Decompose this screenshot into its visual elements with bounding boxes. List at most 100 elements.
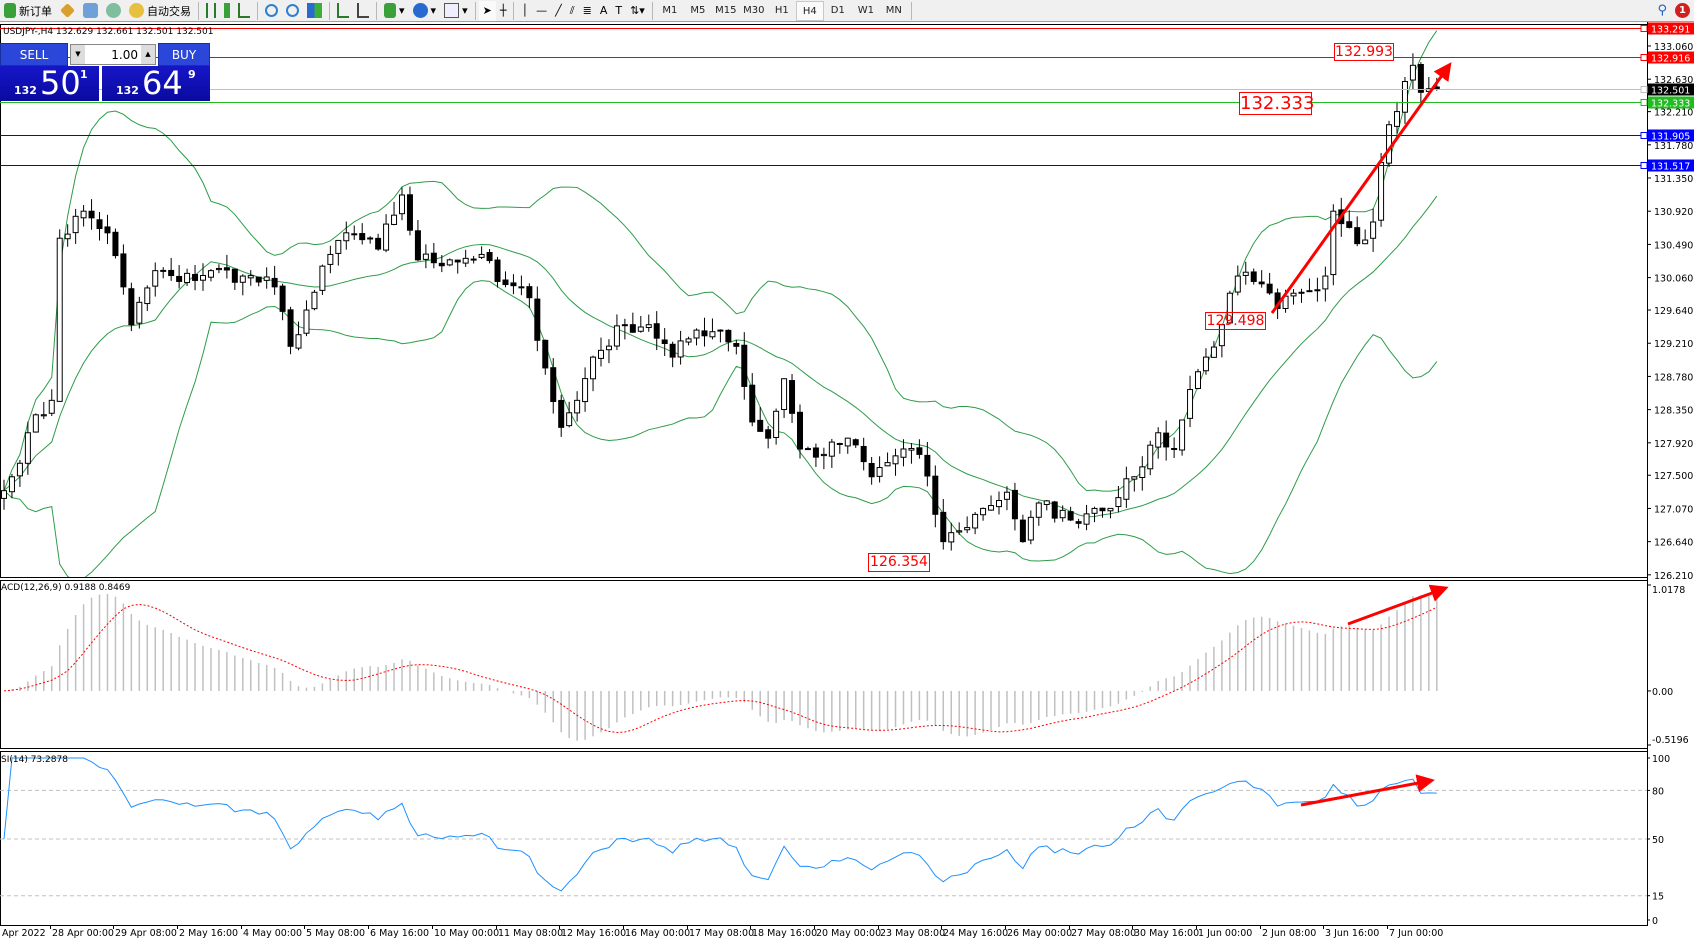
price-label-bg [1648, 96, 1694, 109]
candle-body-bear [231, 268, 238, 283]
candle [1059, 505, 1066, 522]
candle [494, 256, 501, 288]
candle [590, 355, 597, 392]
fibonacci-icon: ≣ [582, 4, 592, 17]
candle-body-bull [717, 329, 724, 332]
timeframe-h1[interactable]: H1 [774, 4, 789, 16]
volume-down-icon[interactable]: ▼ [71, 45, 85, 64]
candle [717, 329, 724, 343]
candle-body-bear [733, 343, 740, 347]
crosshair-button[interactable]: ┼ [496, 1, 511, 21]
signal-icon [106, 3, 121, 18]
channel-button[interactable]: ⫽ [566, 1, 579, 21]
time-label: 11 May 08:00 [498, 928, 564, 939]
chart-shift-button[interactable] [353, 1, 373, 21]
timeframe-m30[interactable]: M30 [743, 4, 765, 16]
time-label: 30 May 16:00 [1134, 928, 1200, 939]
candle-body-bull [1, 490, 7, 499]
tile-windows-button[interactable] [303, 1, 326, 21]
templates-button[interactable]: ▾ [440, 1, 472, 21]
line-end-marker [1640, 162, 1648, 169]
timeframe-m15[interactable]: M15 [715, 4, 737, 16]
annotation-swing-low[interactable]: 129.498 [1205, 312, 1266, 330]
chart-canvas[interactable]: 133.060 132.630 132.210 131.780 131.350 130.9… [0, 22, 1694, 939]
candle-body-bull [773, 410, 780, 438]
text-button[interactable]: A [596, 1, 612, 21]
volume-up-icon[interactable]: ▲ [141, 45, 155, 64]
vertical-line-button[interactable]: │ [517, 1, 532, 21]
candle-body-bull [1370, 221, 1377, 239]
candle-body-bull [72, 215, 79, 234]
macd-tick-label: 0.00 [1652, 687, 1673, 698]
annotation-low[interactable]: 126.354 [868, 553, 930, 572]
label-button[interactable]: T [611, 1, 626, 21]
candlestick-button[interactable] [220, 1, 234, 21]
candle [1401, 77, 1408, 124]
auto-trading-button[interactable]: 自动交易 [125, 1, 195, 21]
candle [1346, 210, 1353, 229]
clock-icon [412, 3, 428, 18]
sell-price[interactable]: 132 50 1 [0, 64, 99, 102]
separator [910, 1, 912, 20]
search-button[interactable]: ⚲ [1653, 1, 1671, 21]
time-tick [1132, 925, 1133, 929]
timeframe-mn[interactable]: MN [885, 4, 902, 16]
zoom-in-button[interactable] [261, 1, 282, 21]
timeframe-d1[interactable]: D1 [830, 4, 845, 16]
auto-scroll-button[interactable] [333, 1, 353, 21]
rsi-line [3, 757, 1437, 892]
data-window-button[interactable] [79, 1, 102, 21]
arrows-icon: ⇅▾ [630, 4, 645, 17]
candle [422, 244, 429, 269]
annotation-high[interactable]: 132.993 [1334, 43, 1394, 61]
volume-field[interactable]: ▼ 1.00 ▲ [70, 44, 156, 65]
periods-button[interactable]: ▾ [409, 1, 441, 21]
candle-body-bear [542, 339, 549, 369]
candle [1354, 216, 1361, 247]
fibonacci-button[interactable]: ≣ [579, 1, 596, 21]
signals-button[interactable] [102, 1, 125, 21]
candle-body-bear [1171, 447, 1178, 450]
price-tick-label: 130.920 [1654, 207, 1693, 218]
bar-chart-button[interactable] [202, 1, 220, 21]
candle [1362, 229, 1369, 245]
buy-price[interactable]: 132 64 9 [102, 64, 210, 102]
candle [478, 246, 485, 260]
candle-body-bull [828, 441, 835, 457]
timeframe-h4[interactable]: H4 [795, 0, 824, 21]
sell-button[interactable]: SELL [0, 43, 68, 66]
new-order-button[interactable]: 新订单 [0, 1, 56, 21]
candle-body-bear [1019, 519, 1026, 543]
indicators-button[interactable]: ▾ [380, 1, 409, 21]
candle [303, 300, 310, 337]
timeframe-w1[interactable]: W1 [857, 4, 874, 16]
buy-button[interactable]: BUY [158, 43, 210, 66]
line-end-marker [1640, 86, 1648, 93]
candle [399, 187, 405, 221]
annotation-level[interactable]: 132.333 [1239, 92, 1315, 115]
timeframe-m1[interactable]: M1 [662, 4, 678, 16]
candle [247, 270, 254, 286]
time-label: 10 May 00:00 [434, 928, 500, 939]
candle-body-bull [948, 532, 955, 543]
horizontal-line-icon: — [536, 4, 548, 17]
cursor-button[interactable]: ➤ [478, 0, 496, 21]
candle [1019, 514, 1026, 543]
zoom-out-button[interactable] [282, 1, 303, 21]
timeframe-m5[interactable]: M5 [690, 4, 706, 16]
separator [198, 1, 199, 20]
trendline-button[interactable]: ╱ [551, 1, 566, 21]
notifications-button[interactable]: 1 [1671, 1, 1694, 21]
market-watch-button[interactable] [56, 1, 79, 21]
candle [215, 264, 222, 274]
time-label: 7 Jun 00:00 [1389, 928, 1444, 939]
candle [1115, 486, 1122, 513]
arrows-button[interactable]: ⇅▾ [626, 1, 649, 21]
candle [972, 512, 979, 535]
line-chart-button[interactable] [234, 1, 254, 21]
candle-body-bull [820, 453, 827, 457]
candle-body-bear [924, 454, 931, 477]
horizontal-line-button[interactable]: — [532, 1, 551, 21]
candle-body-bear [701, 330, 708, 337]
line-end-marker [1640, 132, 1648, 139]
